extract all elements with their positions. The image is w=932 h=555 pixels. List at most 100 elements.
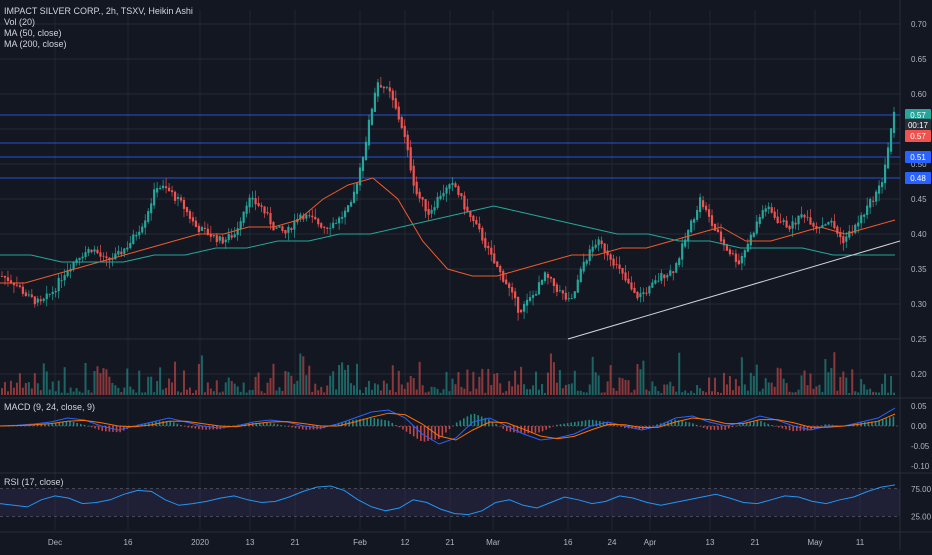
macd-histogram-bar: [663, 422, 666, 426]
candle-body: [606, 250, 609, 256]
candle-body: [654, 280, 657, 284]
volume-bar: [311, 391, 314, 395]
macd-histogram-bar: [255, 422, 257, 426]
candle-body: [779, 221, 782, 223]
macd-histogram-bar: [778, 426, 780, 428]
candle-body: [415, 181, 418, 195]
volume-bar: [305, 375, 308, 395]
volume-bar: [221, 391, 224, 395]
volume-bar: [326, 385, 329, 395]
candle-body: [845, 236, 848, 242]
macd-histogram-bar: [613, 424, 615, 426]
candle-body: [797, 215, 800, 225]
volume-bar: [878, 392, 881, 395]
volume-bar: [860, 378, 863, 395]
volume-bar: [821, 392, 824, 395]
candle-body: [642, 292, 645, 295]
macd-histogram-bar: [373, 418, 376, 426]
candle-body: [743, 250, 746, 258]
volume-bar: [24, 383, 27, 395]
y-tick-label: 0.50: [911, 160, 927, 169]
volume-bar: [361, 392, 364, 395]
candle-body: [833, 221, 836, 229]
volume-bar: [177, 391, 180, 395]
candle-body: [427, 208, 430, 215]
candle-body: [594, 244, 597, 248]
volume-bar: [367, 380, 370, 395]
macd-histogram-bar: [863, 422, 866, 426]
candle-body: [111, 259, 114, 260]
candle-body: [159, 187, 162, 189]
candle-body: [90, 249, 93, 253]
candle-body: [224, 239, 227, 243]
candle-body: [406, 134, 409, 151]
candle-body: [869, 199, 872, 208]
candle-body: [502, 270, 505, 282]
candle-body: [749, 234, 752, 246]
macd-histogram-bar: [591, 419, 594, 426]
x-tick-label: May: [807, 538, 822, 547]
volume-bar: [403, 388, 406, 395]
volume-bar: [770, 382, 773, 395]
macd-histogram-bar: [602, 421, 605, 426]
volume-bar: [254, 376, 257, 395]
volume-bar: [27, 382, 30, 395]
candle-body: [857, 222, 860, 227]
volume-bar: [320, 386, 323, 395]
volume-bar: [782, 378, 785, 395]
volume-bar: [746, 390, 749, 395]
candle-body: [117, 250, 120, 255]
candle-body: [314, 216, 317, 220]
candle-body: [257, 203, 260, 206]
candle-body: [176, 197, 180, 200]
candle-body: [579, 268, 582, 283]
volume-bar: [839, 376, 842, 395]
macd-histogram-bar: [29, 424, 32, 426]
volume-bar: [696, 385, 699, 395]
macd-histogram-bar: [717, 426, 719, 430]
candle-body: [866, 205, 869, 215]
macd-histogram-bar: [187, 426, 189, 428]
macd-histogram-bar: [735, 425, 737, 427]
candle-body: [704, 205, 708, 211]
volume-bar: [493, 373, 496, 395]
candle-body: [725, 244, 729, 251]
macd-histogram-bar: [69, 421, 71, 426]
volume-bar: [385, 383, 388, 395]
candle-body: [197, 225, 200, 233]
macd-histogram-bar: [684, 421, 687, 426]
volume-bar: [111, 382, 114, 395]
macd-histogram-bar: [37, 424, 39, 426]
volume-bar: [30, 388, 33, 395]
candle-body: [883, 164, 887, 184]
volume-bar: [188, 387, 191, 395]
macd-histogram-bar: [262, 422, 265, 426]
candle-body: [854, 224, 857, 233]
candle-body: [863, 214, 866, 217]
candle-body: [236, 228, 239, 235]
candle-body: [851, 232, 854, 234]
macd-histogram-bar: [881, 419, 884, 426]
candle-body: [505, 279, 508, 285]
volume-bar: [329, 375, 332, 395]
ma50-line: [0, 177, 896, 284]
volume-bar: [788, 391, 791, 395]
candle-body: [323, 226, 326, 228]
macd-histogram-bar: [677, 420, 680, 426]
macd-histogram-bar: [824, 424, 827, 426]
price-label-text: 0.57: [910, 132, 926, 141]
candle-body: [555, 284, 558, 292]
candle-body: [182, 199, 186, 209]
candle-body: [233, 234, 236, 238]
volume-bar: [672, 386, 675, 395]
volume-bar: [260, 391, 263, 395]
candle-body: [388, 87, 391, 92]
volume-bar: [129, 386, 132, 395]
candle-body: [81, 256, 84, 259]
macd-histogram-bar: [459, 420, 462, 426]
candle-body: [585, 260, 588, 264]
macd-histogram-bar: [105, 426, 107, 432]
candle-body: [126, 247, 129, 250]
